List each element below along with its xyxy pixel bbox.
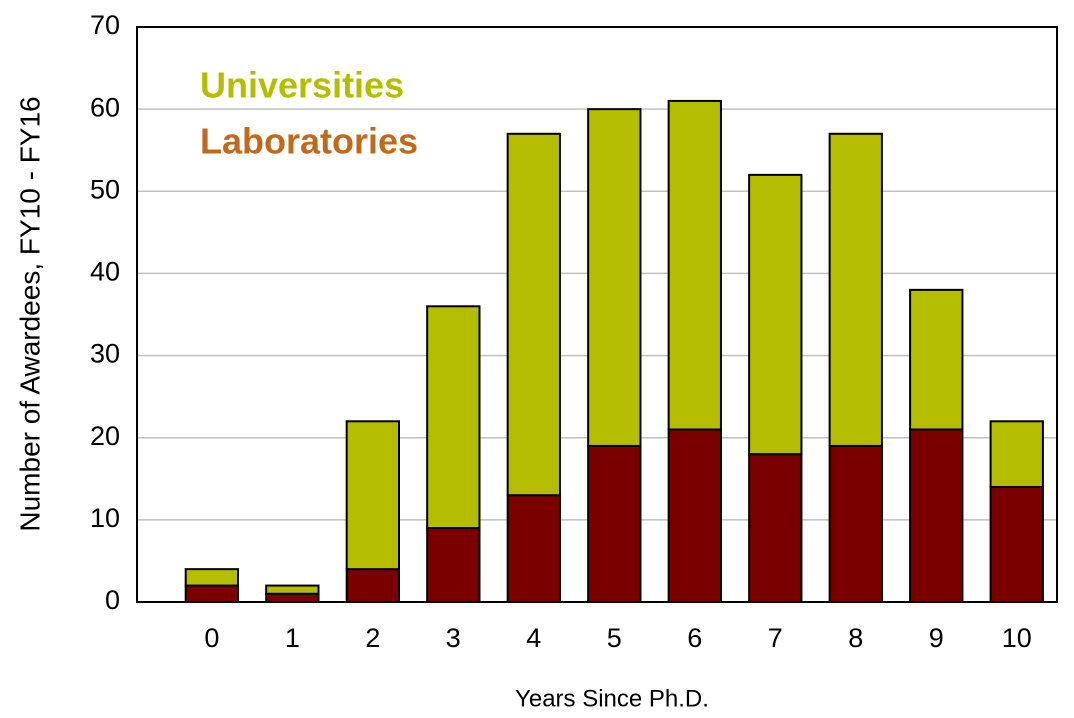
bar-segment — [587, 444, 642, 603]
bar-segment — [426, 305, 481, 530]
x-tick-label: 5 — [607, 623, 622, 653]
y-tick-label: 60 — [90, 92, 120, 122]
x-tick-label: 8 — [848, 623, 863, 653]
x-tick-label: 2 — [365, 623, 380, 653]
x-tick-label: 6 — [687, 623, 702, 653]
y-tick-label: 0 — [105, 585, 120, 615]
bar-segment — [989, 420, 1044, 488]
y-tick-label: 40 — [90, 257, 120, 287]
bar-segment — [909, 288, 964, 431]
bar-segment — [748, 453, 803, 603]
x-tick-label: 1 — [285, 623, 300, 653]
bar-segment — [184, 568, 240, 587]
y-tick-label: 50 — [90, 174, 120, 204]
x-tick-label: 4 — [526, 623, 541, 653]
bar-segment — [989, 486, 1044, 603]
y-tick-label: 10 — [90, 503, 120, 533]
bar-segment — [748, 173, 803, 456]
y-tick-label: 30 — [90, 339, 120, 369]
x-axis-label: Years Since Ph.D. — [515, 685, 709, 712]
bar-segment — [587, 108, 642, 447]
y-tick-label: 20 — [90, 421, 120, 451]
bar-segment — [506, 132, 561, 497]
x-tick-label: 10 — [1002, 623, 1032, 653]
bar-segment — [265, 592, 320, 603]
bar-segment — [667, 99, 722, 431]
y-axis-label: Number of Awardees, FY10 - FY16 — [14, 96, 45, 531]
bar-segment — [265, 584, 320, 595]
x-tick-label: 0 — [204, 623, 219, 653]
bar-segment — [426, 527, 481, 603]
bar-segment — [345, 420, 400, 571]
bar-segment — [667, 428, 722, 603]
y-tick-label: 70 — [90, 10, 120, 40]
x-tick-label: 3 — [446, 623, 461, 653]
bar-segment — [909, 428, 964, 603]
legend-entry: Universities — [200, 65, 404, 106]
x-tick-label: 9 — [929, 623, 944, 653]
plot-frame — [136, 26, 1058, 603]
bar-segment — [828, 132, 883, 447]
bar-segment — [506, 494, 561, 604]
bar-segment — [345, 568, 400, 604]
bar-segment — [828, 444, 883, 603]
legend-entry: Laboratories — [200, 121, 418, 162]
bar-segment — [184, 584, 240, 603]
x-tick-label: 7 — [768, 623, 783, 653]
